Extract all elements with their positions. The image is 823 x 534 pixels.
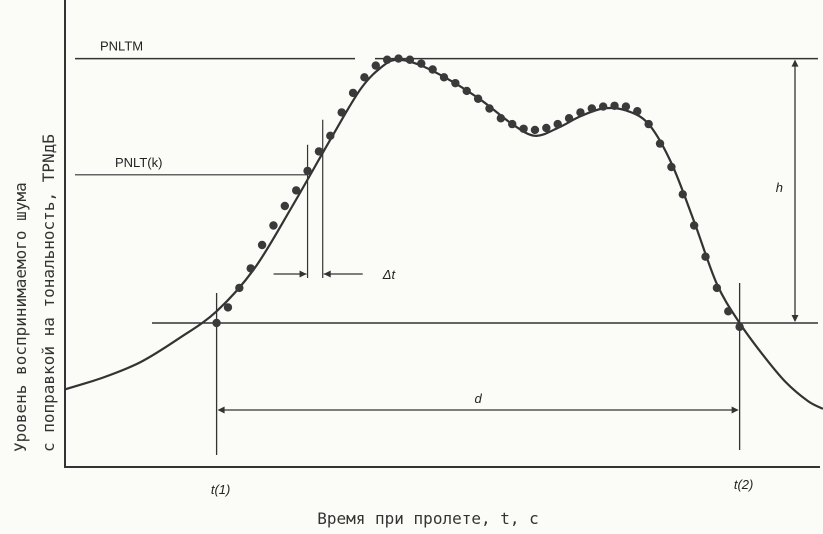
data-point — [564, 114, 574, 123]
data-point — [553, 119, 562, 129]
t2-label: t(2) — [734, 477, 754, 492]
data-point — [644, 119, 653, 129]
data-point — [689, 221, 699, 230]
data-point — [462, 86, 471, 96]
data-point — [223, 303, 233, 312]
data-point — [508, 119, 517, 129]
data-point — [235, 283, 244, 293]
data-point — [439, 73, 449, 82]
data-point — [633, 107, 642, 116]
d-label: d — [474, 391, 482, 406]
data-point — [451, 78, 460, 88]
data-point — [303, 166, 312, 176]
data-point — [621, 102, 631, 111]
data-point — [542, 123, 551, 133]
data-point — [655, 139, 665, 148]
data-point — [269, 221, 278, 230]
data-point — [291, 186, 301, 195]
data-point — [598, 102, 608, 111]
data-point — [394, 54, 403, 63]
data-point — [326, 131, 335, 140]
data-point — [530, 125, 540, 135]
t1-label: t(1) — [211, 482, 231, 497]
data-point — [724, 307, 733, 316]
data-point — [405, 55, 415, 64]
data-point — [496, 114, 506, 123]
data-point — [382, 55, 392, 64]
data-point — [428, 65, 437, 74]
data-point — [576, 108, 585, 117]
data-point — [257, 240, 267, 250]
data-point — [348, 88, 358, 98]
series-curve — [64, 58, 823, 410]
arrowhead — [217, 406, 225, 414]
y-axis-title-line1: Уровень воспринимаемого шума — [11, 182, 30, 452]
arrowhead — [791, 59, 799, 67]
delta-t-dimension — [273, 270, 363, 278]
data-point — [485, 104, 494, 113]
delta-t-label: Δt — [382, 267, 397, 282]
arrowhead — [791, 315, 799, 322]
data-point — [360, 73, 369, 82]
y-axis-title-line2: с поправкой на тональность, TPNдБ — [39, 134, 58, 452]
data-point — [735, 322, 744, 332]
data-point — [667, 162, 676, 172]
arrowhead — [731, 406, 739, 414]
data-point — [712, 283, 722, 293]
data-point — [417, 59, 426, 68]
data-point — [610, 101, 619, 110]
d-dimension — [217, 406, 739, 414]
pnlt-k-label: PNLT(k) — [115, 155, 162, 170]
series-points — [212, 54, 744, 332]
h-dimension — [791, 59, 799, 322]
arrowhead — [323, 270, 331, 278]
data-point — [678, 190, 687, 199]
data-point — [519, 124, 528, 133]
h-label: h — [776, 180, 783, 195]
data-point — [701, 252, 710, 261]
data-point — [314, 147, 324, 156]
data-point — [280, 201, 290, 211]
data-point — [212, 318, 221, 328]
x-axis-title: Время при пролете, t, с — [317, 509, 539, 528]
arrowhead — [299, 270, 307, 278]
data-point — [246, 264, 255, 273]
data-point — [337, 108, 346, 117]
pnltm-label: PNLTM — [100, 39, 143, 54]
data-point — [473, 94, 483, 103]
data-point — [587, 104, 597, 113]
data-point — [371, 61, 380, 70]
